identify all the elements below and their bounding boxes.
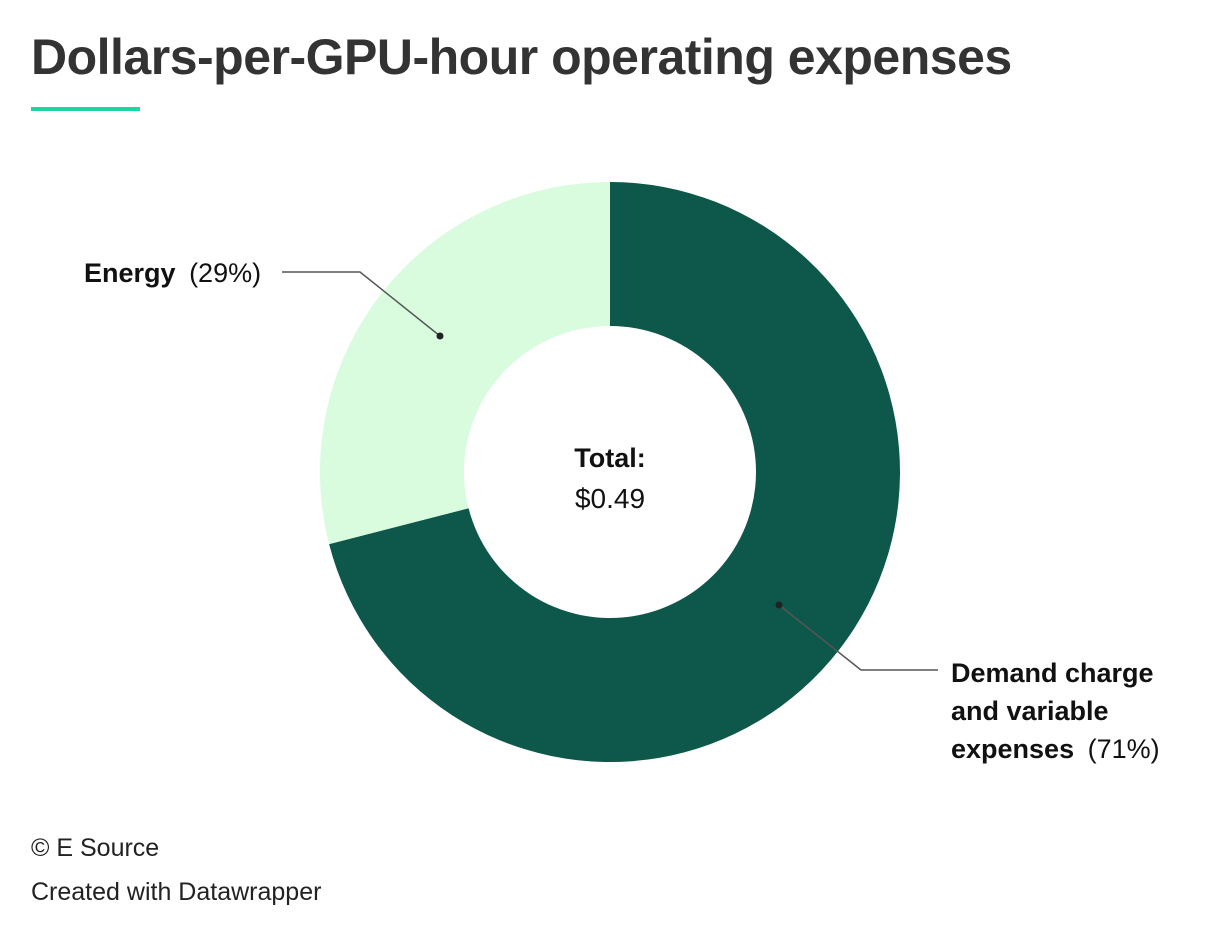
demand-label-pct: (71%): [1088, 734, 1160, 764]
center-total-label: Total:: [574, 443, 645, 473]
demand-label-line2: and variable: [951, 696, 1109, 726]
energy-leader-dot: [436, 332, 444, 340]
energy-label: Energy (29%): [84, 258, 261, 288]
energy-leader-line: [282, 271, 441, 337]
demand-leader-dot: [775, 601, 783, 609]
donut-slices: [320, 182, 901, 762]
title-accent-bar: [31, 107, 140, 111]
energy-label-pct: (29%): [189, 258, 261, 288]
energy-label-name: Energy: [84, 258, 176, 288]
demand-label-line3-name: expenses: [951, 734, 1074, 764]
created-with-credit: Created with Datawrapper: [31, 878, 322, 906]
source-credit: © E Source: [31, 834, 160, 862]
donut-slice-energy: [320, 182, 610, 545]
demand-label-line3: expenses (71%): [951, 734, 1160, 764]
demand-label-line1: Demand charge: [951, 658, 1154, 688]
center-total-value: $0.49: [575, 483, 645, 514]
chart-title: Dollars-per-GPU-hour operating expenses: [31, 29, 1012, 85]
donut-slice-demand-charge-and-variable-expenses: [329, 182, 901, 762]
demand-leader-line: [778, 604, 938, 671]
